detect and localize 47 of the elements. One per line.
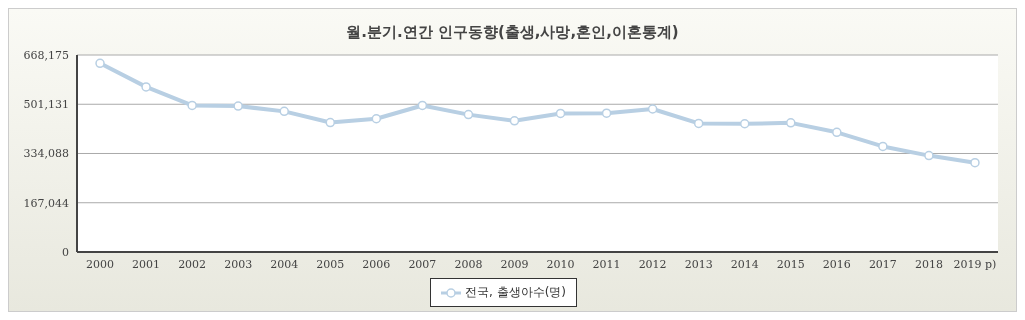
x-tick-label: 2004: [270, 257, 299, 271]
x-tick-label: 2008: [454, 257, 483, 271]
x-tick-label: 2012: [638, 257, 667, 271]
x-tick-label: 2001: [132, 257, 161, 271]
x-tick-label: 2015: [776, 257, 805, 271]
x-tick-label: 2017: [868, 257, 897, 271]
x-tick-label: 2014: [730, 257, 759, 271]
y-tick-label: 334,088: [23, 147, 69, 161]
point: [509, 116, 520, 126]
x-tick-label: 2016: [822, 257, 851, 271]
x-tick-label: 2009: [500, 257, 529, 271]
y-tick-label: 668,175: [23, 48, 69, 62]
point: [555, 108, 566, 119]
x-tick-label: 2007: [408, 257, 437, 271]
point: [141, 82, 151, 92]
point: [463, 109, 474, 120]
x-tick-label: 2000: [86, 257, 115, 271]
y-tick-label: 167,044: [23, 196, 69, 210]
x-tick-label: 2002: [178, 257, 207, 271]
x-tick-label: 2003: [224, 257, 253, 271]
point: [233, 101, 243, 111]
x-tick-label: 2018: [914, 257, 943, 271]
point: [647, 104, 658, 114]
point: [601, 108, 612, 118]
point: [832, 127, 842, 138]
x-tick-label: 2011: [592, 257, 621, 271]
x-tick-label: 2019 p): [953, 257, 997, 271]
point: [371, 113, 382, 124]
point: [739, 119, 750, 129]
x-tick-label: 2013: [684, 257, 713, 271]
point: [417, 100, 428, 111]
point: [878, 141, 888, 152]
legend-label: 전국, 출생아수(명): [464, 284, 566, 301]
y-tick-label: 501,131: [23, 98, 69, 112]
x-tick-label: 2010: [546, 257, 575, 271]
point: [693, 118, 704, 129]
x-tick-label: 2005: [316, 257, 345, 271]
point: [786, 118, 796, 128]
chart-title: 월.분기.연간 인구동향(출생,사망,혼인,이혼통계): [345, 22, 680, 43]
point: [325, 117, 336, 128]
point: [95, 58, 105, 69]
point: [279, 106, 289, 117]
x-tick-label: 2006: [362, 257, 391, 271]
point: [924, 150, 934, 161]
point: [187, 100, 197, 111]
point: [970, 157, 980, 168]
y-tick-label: 0: [62, 245, 69, 259]
